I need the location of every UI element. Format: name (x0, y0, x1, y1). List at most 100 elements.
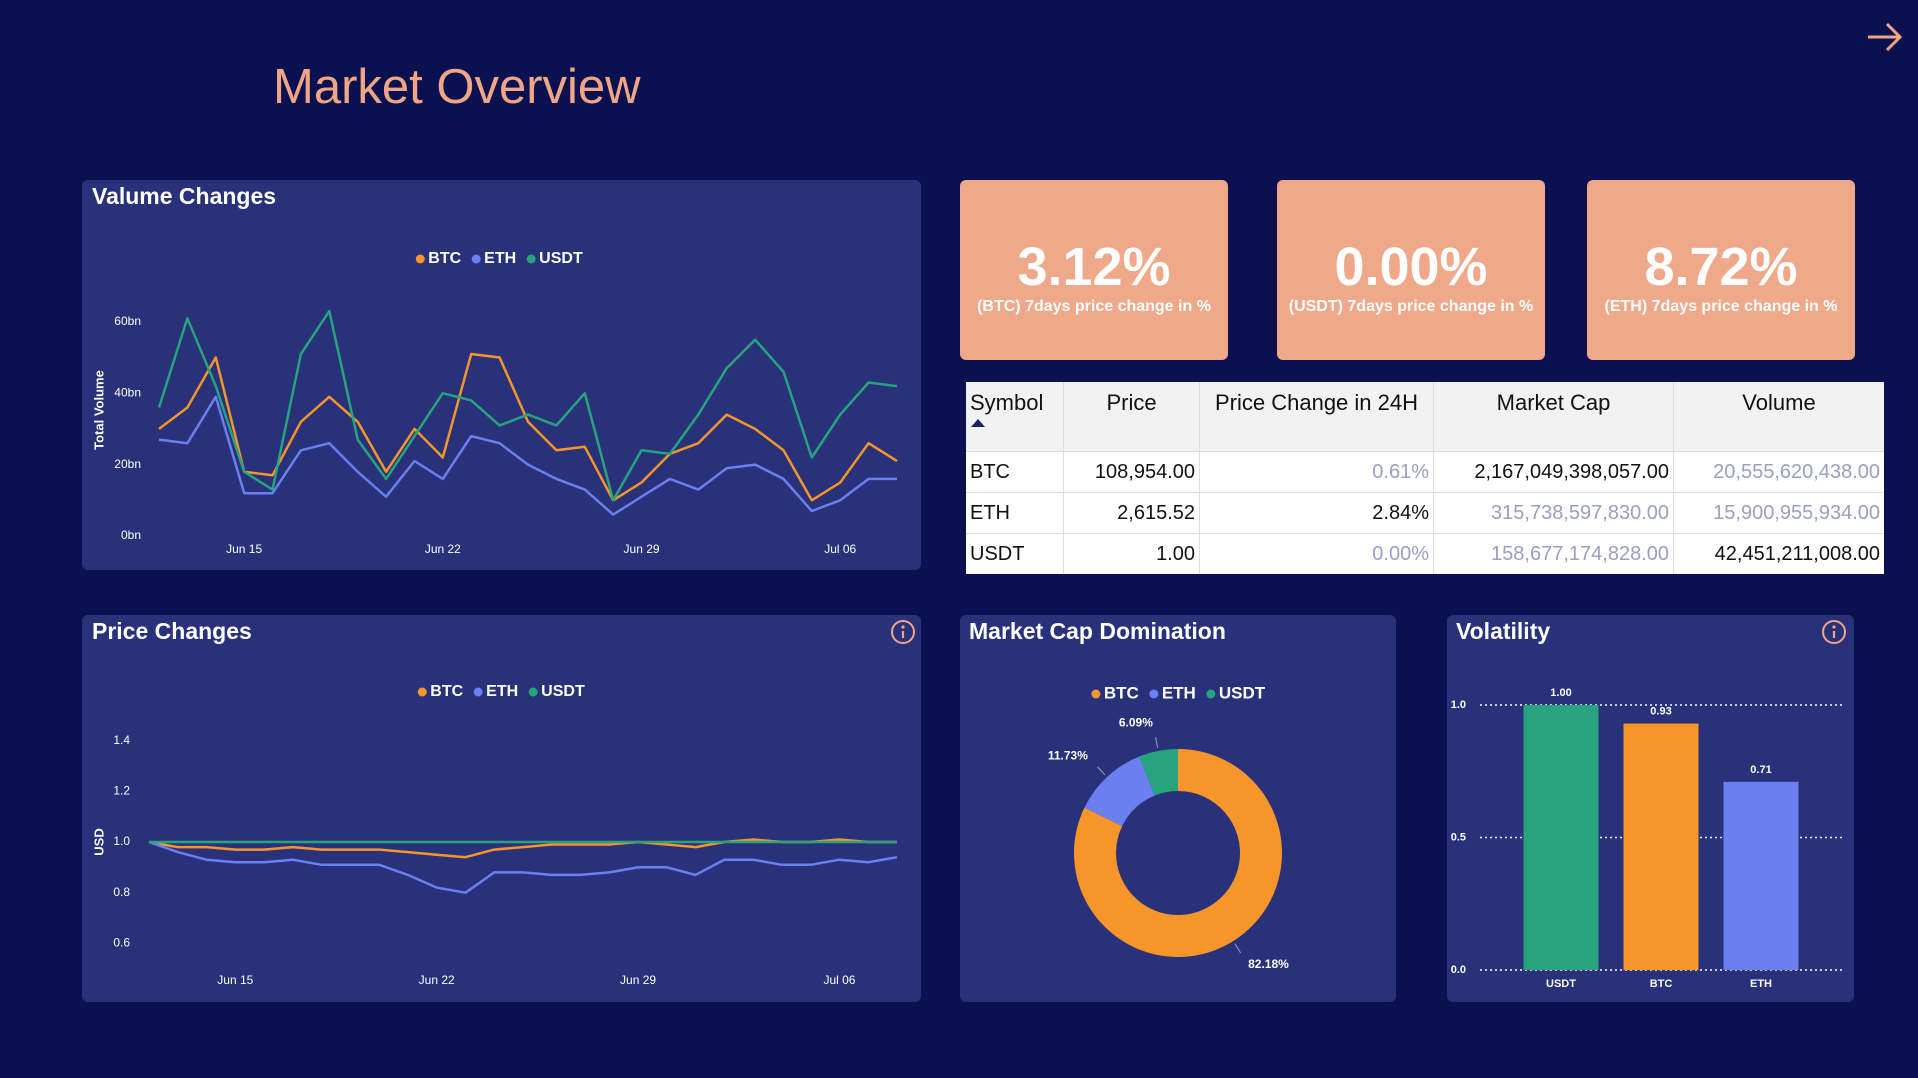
y-axis-label: USD (91, 828, 106, 855)
x-tick-label: ETH (1750, 978, 1772, 990)
leader-line (1097, 766, 1106, 776)
legend-label: BTC (428, 250, 461, 267)
legend-label: ETH (486, 683, 518, 700)
series-line (158, 395, 897, 516)
y-tick-label: 20bn (114, 457, 141, 471)
table-row: USDT 1.00 0.00% 158,677,174,828.00 42,451,21… (966, 533, 1884, 574)
kpi-card: 8.72% (ETH) 7days price change in % (1587, 180, 1855, 360)
x-tick-label: Jun 22 (425, 542, 461, 556)
donut-slice (1074, 749, 1283, 958)
table-row: BTC 108,954.00 0.61% 2,167,049,398,057.00 20… (966, 451, 1884, 493)
table-cell: 1.00 (1063, 533, 1200, 574)
y-tick-label: 0.5 (1451, 831, 1466, 843)
column-header[interactable]: Symbol (966, 382, 1064, 452)
data-label: 1.00 (1550, 687, 1571, 699)
legend-label: BTC (430, 683, 463, 700)
table-cell: 158,677,174,828.00 (1433, 533, 1674, 574)
legend: BTC ETH USDT (417, 683, 585, 700)
y-tick-label: 0.6 (113, 936, 130, 950)
column-header: Volume (1673, 382, 1884, 452)
y-tick-label: 1.2 (113, 784, 130, 798)
y-tick-label: 1.4 (113, 733, 130, 747)
table-cell: 2,615.52 (1063, 492, 1200, 534)
next-arrow[interactable] (1868, 22, 1903, 52)
x-tick-label: Jun 29 (624, 542, 660, 556)
info-icon[interactable] (891, 620, 915, 644)
bar (1523, 705, 1599, 970)
kpi-label: (USDT) 7days price change in % (1288, 298, 1534, 315)
legend-label: BTC (1104, 683, 1139, 702)
chart-title: Volatility (1456, 618, 1550, 644)
data-label: 11.73% (1048, 749, 1088, 763)
table-cell: 15,900,955,934.00 (1673, 492, 1884, 534)
info-ring (1822, 620, 1846, 644)
x-tick-label: Jun 15 (217, 973, 253, 987)
y-tick-label: 1.0 (1451, 699, 1466, 711)
legend-label: ETH (1162, 683, 1196, 702)
panel (82, 615, 921, 1002)
x-tick-label: Jun 22 (419, 973, 455, 987)
legend-swatch (417, 687, 427, 697)
table-cell: 2.84% (1199, 492, 1434, 534)
table-cell: 42,451,211,008.00 (1673, 533, 1884, 574)
donut-slice (1139, 749, 1178, 796)
leader-line (1234, 943, 1242, 954)
data-label: 6.09% (1119, 716, 1153, 730)
table-cell: 0.61% (1199, 451, 1434, 493)
legend-label: ETH (484, 250, 516, 267)
chart-title: Valume Changes (92, 183, 276, 209)
table-cell: 108,954.00 (1063, 451, 1200, 493)
sort-indicator (971, 419, 985, 427)
y-tick-label: 0.0 (1451, 964, 1466, 976)
y-tick-label: 0bn (121, 528, 141, 542)
bar (1723, 781, 1799, 970)
legend-label: USDT (1219, 683, 1266, 702)
sort-arrow (971, 419, 985, 427)
info-ring (891, 620, 915, 644)
page-title: Market Overview (273, 60, 641, 114)
kpi-card: 0.00% (USDT) 7days price change in % (1277, 180, 1545, 360)
y-tick-label: 1.0 (113, 834, 130, 848)
legend-swatch (415, 254, 425, 264)
kpi-card: 3.12% (BTC) 7days price change in % (960, 180, 1228, 360)
legend: BTC ETH USDT (1091, 683, 1266, 702)
legend-swatch (473, 687, 483, 697)
arrow-head (1885, 22, 1903, 52)
table-cell: 315,738,597,830.00 (1433, 492, 1674, 534)
header-row: Symbol Price Price Change in 24H Market Cap… (966, 382, 1884, 452)
chart-title: Price Changes (92, 618, 252, 644)
y-axis-label: Total Volume (91, 370, 106, 450)
column-header: Price (1063, 382, 1200, 452)
chart-title: Market Cap Domination (969, 618, 1226, 644)
legend-label: USDT (539, 250, 583, 267)
legend: BTC ETH USDT (415, 250, 583, 267)
table-cell: USDT (966, 533, 1064, 574)
table-cell: 0.00% (1199, 533, 1434, 574)
legend-swatch (1149, 689, 1159, 699)
info-dot (1832, 625, 1836, 629)
info-icon[interactable] (1822, 620, 1846, 644)
panel (82, 180, 921, 570)
leader-line (1155, 737, 1159, 749)
table-cell: ETH (966, 492, 1064, 534)
table-row: ETH 2,615.52 2.84% 315,738,597,830.00 15,900… (966, 492, 1884, 534)
legend-label: USDT (541, 683, 585, 700)
y-tick-label: 0.8 (113, 885, 130, 899)
kpi-value: 3.12% (1017, 237, 1171, 297)
kpi-value: 8.72% (1644, 237, 1798, 297)
column-header: Market Cap (1433, 382, 1674, 452)
bar (1623, 723, 1699, 970)
data-label: 0.93 (1650, 705, 1671, 717)
data-label: 0.71 (1750, 764, 1771, 776)
x-tick-label: Jul 06 (823, 973, 855, 987)
table-cell: 2,167,049,398,057.00 (1433, 451, 1674, 493)
legend-swatch (1091, 689, 1101, 699)
y-tick-label: 40bn (114, 385, 141, 399)
x-tick-label: Jun 29 (620, 973, 656, 987)
kpi-value: 0.00% (1334, 237, 1488, 297)
kpi-label: (BTC) 7days price change in % (977, 298, 1211, 315)
x-tick-label: BTC (1650, 978, 1673, 990)
legend-swatch (528, 687, 538, 697)
